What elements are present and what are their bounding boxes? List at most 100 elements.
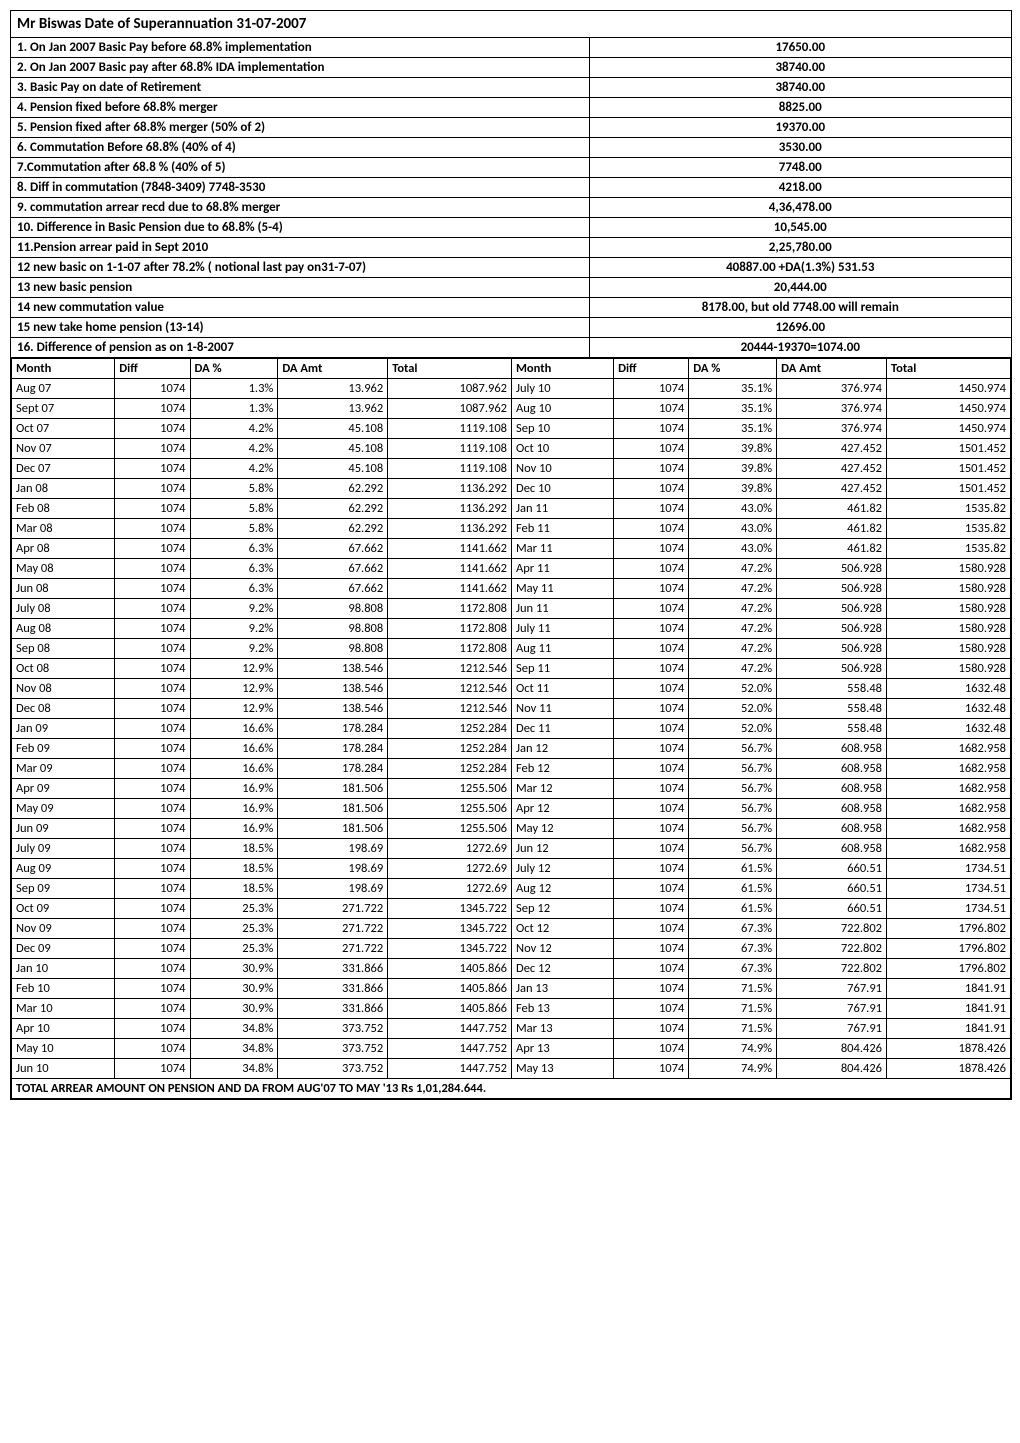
table-cell: 16.9%: [190, 819, 278, 839]
table-cell: 1501.452: [887, 459, 1011, 479]
table-cell: 1074: [614, 879, 689, 899]
table-cell: 1682.958: [887, 739, 1011, 759]
table-cell: 198.69: [278, 859, 388, 879]
table-cell: 1252.284: [388, 759, 512, 779]
meta-value: 17650.00: [590, 38, 1012, 57]
table-row: Oct 08107412.9%138.5461212.546Sep 111074…: [12, 659, 1011, 679]
table-cell: 12.9%: [190, 679, 278, 699]
table-cell: 43.0%: [689, 499, 777, 519]
table-cell: 1535.82: [887, 539, 1011, 559]
table-cell: 56.7%: [689, 819, 777, 839]
table-cell: 1074: [614, 839, 689, 859]
table-cell: 558.48: [777, 699, 887, 719]
table-cell: 67.3%: [689, 939, 777, 959]
table-cell: 67.662: [278, 559, 388, 579]
table-cell: 608.958: [777, 779, 887, 799]
table-cell: 47.2%: [689, 599, 777, 619]
table-cell: 1074: [614, 679, 689, 699]
meta-value: 20444-19370=1074.00: [590, 338, 1012, 357]
table-cell: 1074: [614, 759, 689, 779]
table-cell: 1074: [115, 839, 190, 859]
meta-value: 38740.00: [590, 78, 1012, 97]
table-row: Feb 0810745.8%62.2921136.292Jan 11107443…: [12, 499, 1011, 519]
table-cell: Nov 12: [512, 939, 614, 959]
table-row: Apr 10107434.8%373.7521447.752Mar 131074…: [12, 1019, 1011, 1039]
table-cell: Mar 13: [512, 1019, 614, 1039]
table-cell: 608.958: [777, 819, 887, 839]
table-cell: Mar 09: [12, 759, 115, 779]
table-cell: 1405.866: [388, 979, 512, 999]
table-cell: 35.1%: [689, 419, 777, 439]
table-cell: 1074: [614, 519, 689, 539]
table-cell: Apr 12: [512, 799, 614, 819]
table-cell: 1450.974: [887, 399, 1011, 419]
table-cell: 722.802: [777, 959, 887, 979]
table-cell: 178.284: [278, 759, 388, 779]
table-cell: 1074: [614, 699, 689, 719]
table-cell: 1074: [115, 679, 190, 699]
table-cell: 56.7%: [689, 799, 777, 819]
table-cell: 6.3%: [190, 579, 278, 599]
table-cell: 56.7%: [689, 759, 777, 779]
table-cell: 427.452: [777, 459, 887, 479]
table-cell: 138.546: [278, 679, 388, 699]
table-cell: 1074: [115, 919, 190, 939]
table-cell: Apr 10: [12, 1019, 115, 1039]
table-cell: Oct 09: [12, 899, 115, 919]
table-cell: 98.808: [278, 599, 388, 619]
table-cell: 67.662: [278, 539, 388, 559]
table-cell: 608.958: [777, 839, 887, 859]
table-cell: 45.108: [278, 439, 388, 459]
table-cell: 1841.91: [887, 999, 1011, 1019]
table-row: Jan 09107416.6%178.2841252.284Dec 111074…: [12, 719, 1011, 739]
data-table: MonthDiffDA %DA AmtTotalMonthDiffDA %DA …: [11, 358, 1011, 1099]
table-cell: Dec 07: [12, 459, 115, 479]
meta-row: 3. Basic Pay on date of Retirement38740.…: [11, 78, 1011, 98]
table-cell: 1074: [614, 799, 689, 819]
table-cell: 1074: [115, 499, 190, 519]
table-cell: 1682.958: [887, 779, 1011, 799]
table-cell: 1580.928: [887, 659, 1011, 679]
meta-label: 10. Difference in Basic Pension due to 6…: [11, 218, 590, 237]
table-cell: Jan 11: [512, 499, 614, 519]
table-cell: 1172.808: [388, 639, 512, 659]
table-cell: Jan 13: [512, 979, 614, 999]
table-cell: Sep 09: [12, 879, 115, 899]
meta-value: 20,444.00: [590, 278, 1012, 297]
meta-label: 16. Difference of pension as on 1-8-2007: [11, 338, 590, 357]
table-cell: 1632.48: [887, 699, 1011, 719]
table-cell: 16.9%: [190, 799, 278, 819]
table-cell: 45.108: [278, 419, 388, 439]
table-cell: 608.958: [777, 799, 887, 819]
table-cell: Feb 11: [512, 519, 614, 539]
table-cell: 1074: [614, 939, 689, 959]
table-row: Oct 09107425.3%271.7221345.722Sep 121074…: [12, 899, 1011, 919]
meta-label: 12 new basic on 1-1-07 after 78.2% ( not…: [11, 258, 590, 277]
table-cell: 1345.722: [388, 899, 512, 919]
table-cell: Jan 10: [12, 959, 115, 979]
table-cell: 767.91: [777, 999, 887, 1019]
table-cell: 1074: [115, 1059, 190, 1079]
table-cell: 331.866: [278, 979, 388, 999]
table-cell: 461.82: [777, 499, 887, 519]
table-cell: 1878.426: [887, 1039, 1011, 1059]
table-cell: 1074: [614, 639, 689, 659]
table-cell: Aug 12: [512, 879, 614, 899]
table-cell: 1841.91: [887, 979, 1011, 999]
table-cell: 1172.808: [388, 619, 512, 639]
table-row: Mar 09107416.6%178.2841252.284Feb 121074…: [12, 759, 1011, 779]
table-row: July 0810749.2%98.8081172.808Jun 1110744…: [12, 599, 1011, 619]
table-cell: July 09: [12, 839, 115, 859]
table-cell: 804.426: [777, 1039, 887, 1059]
table-cell: 138.546: [278, 699, 388, 719]
table-cell: May 12: [512, 819, 614, 839]
table-cell: 1074: [115, 579, 190, 599]
meta-value: 7748.00: [590, 158, 1012, 177]
table-cell: July 11: [512, 619, 614, 639]
table-cell: 1535.82: [887, 499, 1011, 519]
table-cell: 1535.82: [887, 519, 1011, 539]
column-header: Total: [887, 359, 1011, 379]
table-cell: 1074: [614, 619, 689, 639]
table-cell: Dec 11: [512, 719, 614, 739]
table-cell: 660.51: [777, 859, 887, 879]
